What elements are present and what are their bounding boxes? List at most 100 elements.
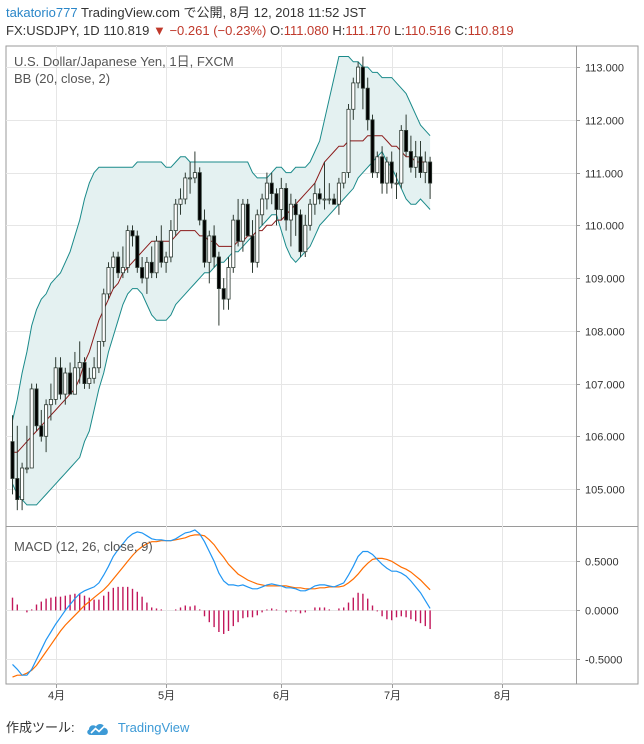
candle-up — [260, 198, 265, 216]
candle-up — [231, 219, 236, 269]
candle-up — [394, 182, 399, 185]
price-tick-label: 113.000 — [585, 63, 624, 75]
price-tick-label: 109.000 — [585, 274, 625, 286]
macd-tick-label: -0.5000 — [585, 655, 622, 667]
price-pane-title: U.S. Dollar/Japanese Yen, 1日, FXCM — [14, 54, 234, 69]
candle-down — [332, 198, 337, 205]
candle-up — [413, 156, 418, 168]
candle-up — [303, 224, 308, 253]
candle-up — [154, 240, 159, 274]
candle-up — [322, 198, 327, 201]
candle-down — [250, 235, 255, 263]
macd-tick-label: 0.0000 — [585, 606, 619, 618]
candle-down — [130, 230, 135, 237]
candle-up — [106, 267, 111, 295]
candle-up — [164, 256, 169, 263]
bb-upper-line — [12, 56, 431, 421]
candle-down — [317, 193, 322, 200]
candle-up — [375, 156, 380, 174]
candle-up — [264, 182, 269, 200]
candle-up — [423, 161, 428, 173]
candle-down — [408, 151, 413, 168]
candle-up — [77, 362, 82, 369]
candle-up — [399, 129, 404, 184]
candle-up — [346, 108, 351, 174]
candle-up — [53, 367, 58, 400]
symbol-ohlc-line: FX:USDJPY, 1D 110.819 ▼ −0.261 (−0.23%) … — [6, 23, 514, 39]
publish-info: takatorio777 TradingView.com で公開, 8月 12,… — [6, 5, 366, 21]
candle-down — [15, 478, 20, 501]
candle-down — [135, 235, 140, 268]
candle-down — [404, 129, 409, 152]
tradingview-brand-link[interactable]: TradingView — [117, 720, 190, 735]
candle-up — [173, 203, 178, 231]
candle-down — [140, 267, 145, 279]
author-link[interactable]: takatorio777 — [6, 5, 78, 20]
candle-down — [418, 156, 423, 174]
bb-indicator-label: BB (20, close, 2) — [14, 71, 110, 86]
low-label: L: — [394, 23, 405, 38]
bb-lower-line — [12, 150, 431, 506]
candle-up — [207, 235, 212, 263]
low-value: 110.516 — [404, 23, 451, 38]
candle-up — [279, 187, 284, 210]
candle-down — [68, 372, 73, 395]
price-tick-label: 111.000 — [585, 169, 623, 181]
candle-down — [216, 256, 221, 290]
candle-up — [178, 198, 183, 205]
open-label: O: — [269, 23, 284, 38]
candle-up — [101, 293, 106, 342]
candle-up — [87, 377, 92, 384]
price-tick-label: 105.000 — [585, 485, 625, 497]
symbol-label: FX:USDJPY, 1D — [6, 23, 100, 38]
candle-down — [212, 235, 217, 258]
candle-down — [428, 161, 433, 184]
candle-up — [20, 467, 25, 501]
candle-up — [255, 214, 260, 263]
candle-down — [274, 193, 279, 210]
candle-down — [236, 219, 241, 242]
candle-down — [34, 388, 39, 427]
candle-up — [188, 177, 193, 180]
time-tick-label: 6月 — [273, 690, 290, 702]
made-with-label: 作成ツール: — [6, 720, 75, 735]
candle-down — [245, 203, 250, 237]
price-tick-label: 112.000 — [585, 116, 624, 128]
candle-down — [389, 161, 394, 184]
price-tick-label: 107.000 — [585, 380, 625, 392]
candle-down — [10, 441, 15, 479]
macd-tick-label: 0.5000 — [585, 557, 619, 569]
candle-down — [82, 362, 87, 385]
footer: 作成ツール: TradingView — [6, 717, 189, 736]
change-value: −0.261 (−0.23%) — [169, 23, 267, 38]
candle-up — [356, 66, 361, 84]
high-value: 111.170 — [345, 23, 391, 38]
candle-up — [240, 203, 245, 242]
candle-up — [336, 182, 341, 205]
close-value: 110.819 — [467, 23, 514, 38]
candle-down — [284, 187, 289, 221]
candle-down — [202, 219, 207, 263]
candle-down — [116, 256, 121, 274]
macd-pane-title: MACD (12, 26, close, 9) — [14, 539, 153, 554]
candle-up — [168, 230, 173, 258]
candle-up — [312, 193, 317, 205]
candle-up — [125, 230, 130, 268]
bb-band-fill — [12, 56, 431, 505]
last-price: 110.819 — [103, 23, 150, 38]
candle-up — [92, 367, 97, 379]
candle-up — [24, 467, 29, 470]
open-value: 111.080 — [283, 23, 329, 38]
high-label: H: — [332, 23, 346, 38]
candle-down — [58, 367, 63, 395]
time-tick-label: 4月 — [48, 690, 65, 702]
candle-up — [96, 340, 101, 369]
candle-up — [308, 203, 313, 226]
time-tick-label: 5月 — [158, 690, 175, 702]
candle-up — [384, 161, 389, 184]
candle-up — [226, 267, 231, 300]
price-tick-label: 106.000 — [585, 432, 625, 444]
candle-up — [288, 203, 293, 221]
price-tick-label: 108.000 — [585, 327, 625, 339]
